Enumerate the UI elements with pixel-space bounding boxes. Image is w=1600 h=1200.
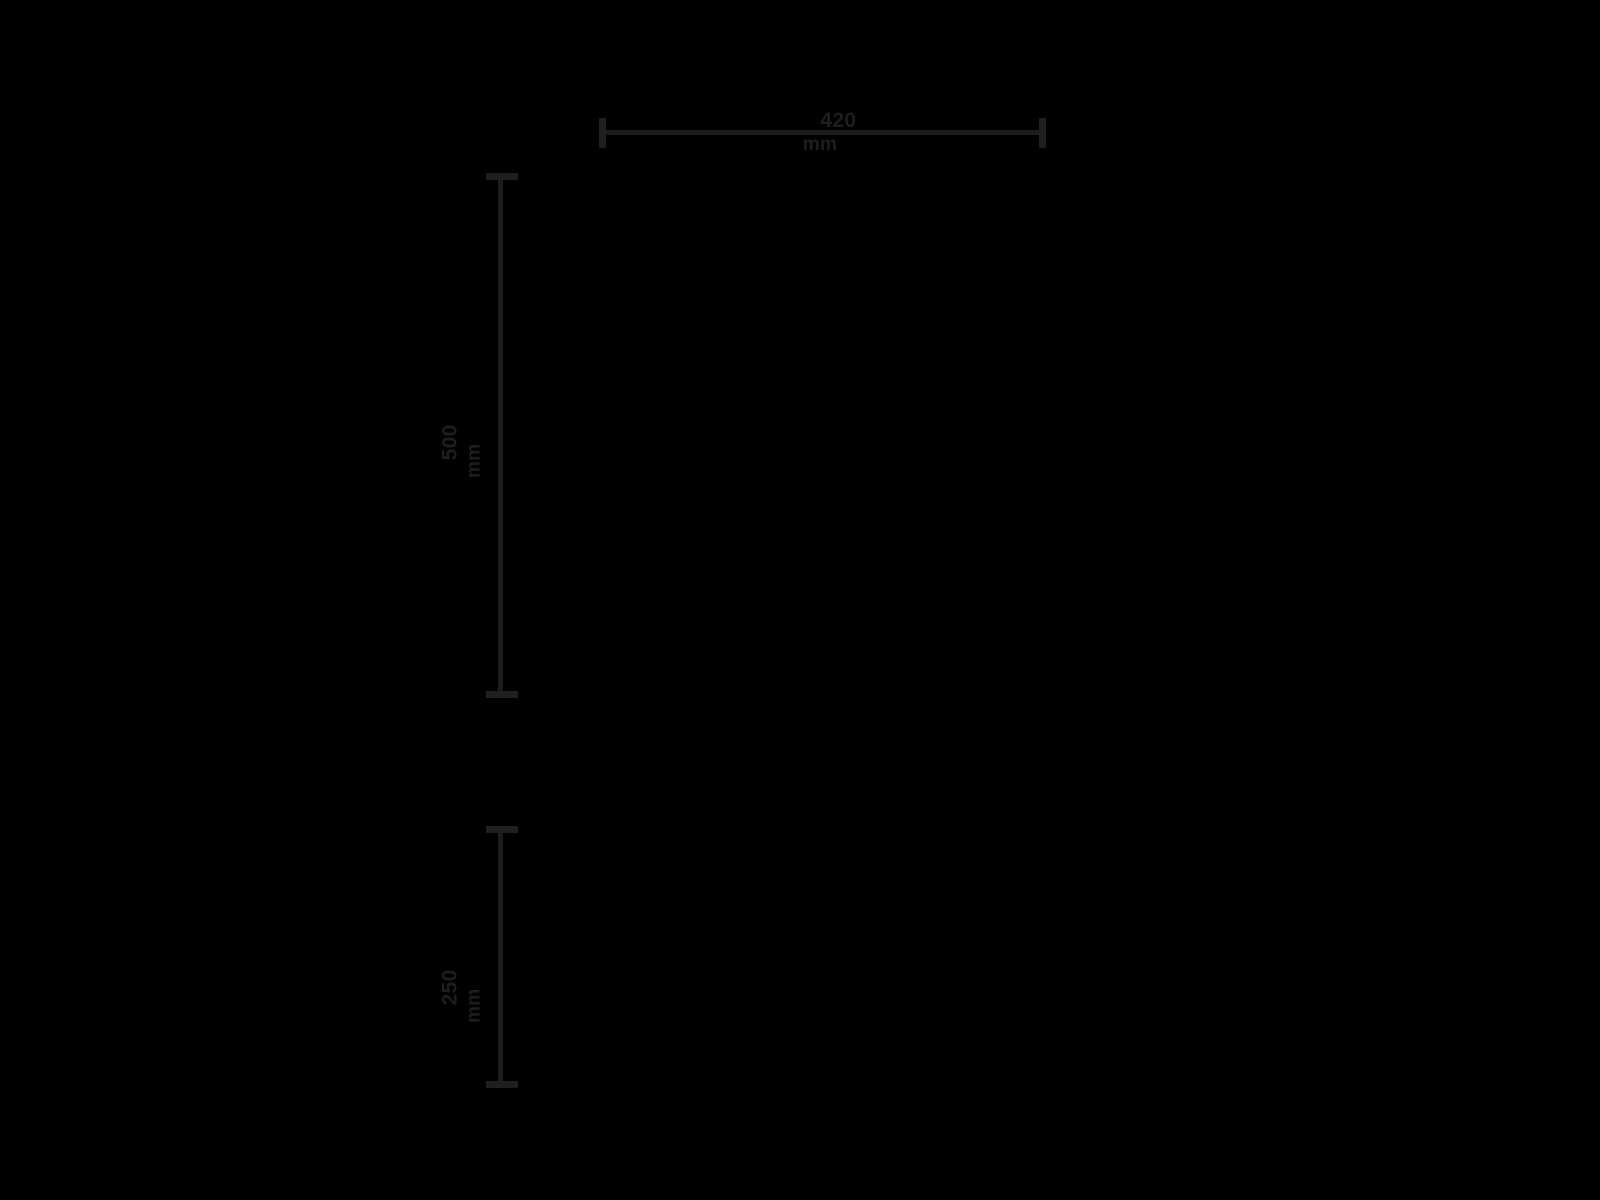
lower-height-dimension-value: 250 (438, 969, 462, 1006)
width-dimension-line (600, 130, 1043, 135)
upper-height-dimension-value: 500 (438, 424, 462, 461)
upper-height-dimension-unit: mm (462, 443, 484, 478)
upper-height-dimension-tick-bottom (486, 691, 518, 698)
width-dimension-label: 420 mm (720, 84, 920, 205)
upper-height-dimension-line (498, 175, 503, 698)
lower-height-dimension-label: 250 mm (413, 906, 534, 1106)
upper-height-dimension-label: 500 mm (413, 361, 534, 561)
upper-height-dimension-tick-top (486, 173, 518, 180)
width-dimension-tick-right (1039, 118, 1046, 148)
lower-height-dimension-unit: mm (462, 988, 484, 1023)
lower-height-dimension-tick-top (486, 826, 518, 833)
width-dimension-tick-left (599, 118, 606, 148)
width-dimension-value: 420 (820, 108, 857, 132)
width-dimension-unit: mm (802, 133, 838, 155)
lower-height-dimension-line (498, 828, 503, 1088)
lower-height-dimension-tick-bottom (486, 1081, 518, 1088)
